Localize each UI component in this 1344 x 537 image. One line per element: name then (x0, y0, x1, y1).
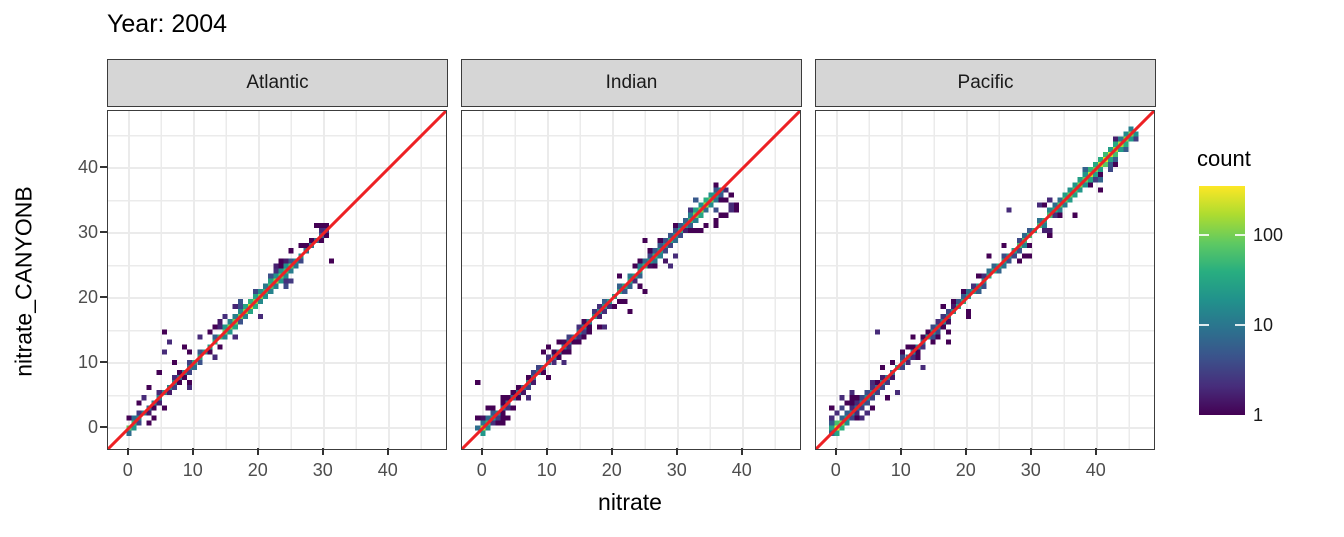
legend-tick-label: 100 (1253, 224, 1284, 245)
x-tick-mark (256, 448, 259, 455)
y-tick-label: 40 (77, 157, 98, 178)
facet-strip-pacific: Pacific (815, 59, 1156, 107)
y-tick-mark (100, 361, 107, 364)
panel-atlantic (107, 110, 447, 450)
legend-tick-dash (1235, 323, 1245, 326)
y-tick-label: 0 (87, 417, 98, 438)
y-tick-label: 20 (77, 287, 98, 308)
x-tick-label: 0 (122, 460, 133, 480)
x-tick-label: 40 (1085, 460, 1106, 480)
x-tick-label: 0 (476, 460, 487, 480)
x-tick-label: 40 (731, 460, 752, 480)
legend-tick-label: 10 (1253, 314, 1274, 335)
x-tick-mark (740, 448, 743, 455)
x-tick-mark (1029, 448, 1032, 455)
facet-strip-label: Pacific (957, 72, 1014, 93)
x-tick-label: 20 (955, 460, 976, 480)
x-tick-mark (834, 448, 837, 455)
facet-strip-label: Indian (605, 72, 658, 93)
x-tick-label: 40 (377, 460, 398, 480)
x-tick-mark (964, 448, 967, 455)
x-tick-label: 20 (247, 460, 268, 480)
y-tick-mark (100, 296, 107, 299)
x-tick-mark (386, 448, 389, 455)
legend-tick-dash (1235, 233, 1245, 236)
legend-tick-label: 1 (1253, 405, 1264, 425)
y-tick-mark (100, 166, 107, 169)
panel-indian (461, 110, 801, 450)
y-axis-title: nitrate_CANYONB (10, 186, 37, 377)
panel-pacific (815, 110, 1155, 450)
x-tick-label: 20 (601, 460, 622, 480)
x-tick-mark (191, 448, 194, 455)
x-tick-label: 30 (312, 460, 333, 480)
legend-tick-dash (1199, 323, 1209, 326)
x-tick-label: 10 (890, 460, 911, 480)
y-tick-mark (100, 231, 107, 234)
x-tick-mark (321, 448, 324, 455)
x-tick-mark (610, 448, 613, 455)
x-tick-mark (899, 448, 902, 455)
x-tick-label: 30 (666, 460, 687, 480)
plot-title: Year: 2004 (107, 10, 228, 38)
x-tick-label: 10 (182, 460, 203, 480)
x-tick-mark (480, 448, 483, 455)
legend-colorbar (1199, 186, 1245, 415)
y-tick-label: 30 (77, 222, 98, 243)
x-tick-label: 30 (1020, 460, 1041, 480)
facet-strip-label: Atlantic (246, 72, 309, 93)
facet-strip-atlantic: Atlantic (107, 59, 448, 107)
x-axis-title: nitrate (598, 489, 662, 515)
y-tick-mark (100, 426, 107, 429)
x-tick-label: 0 (830, 460, 841, 480)
legend-tick-dash (1199, 233, 1209, 236)
x-tick-mark (1094, 448, 1097, 455)
facet-strip-indian: Indian (461, 59, 802, 107)
y-tick-label: 10 (77, 352, 98, 373)
x-tick-label: 10 (536, 460, 557, 480)
legend-title: count (1197, 146, 1251, 171)
x-tick-mark (545, 448, 548, 455)
x-tick-mark (126, 448, 129, 455)
x-tick-mark (675, 448, 678, 455)
